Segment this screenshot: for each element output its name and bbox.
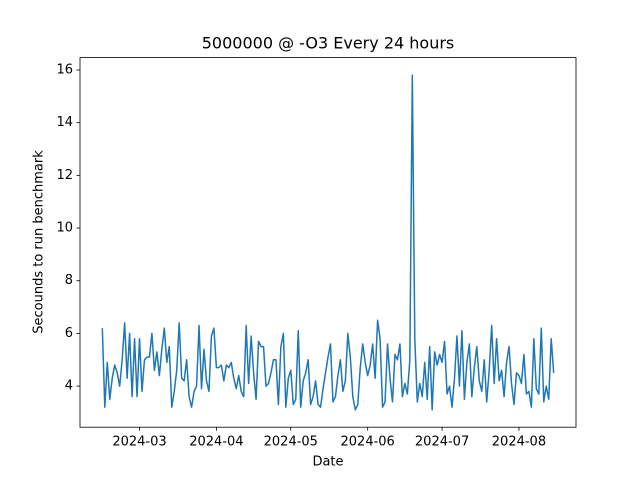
y-tick-label: 16 (56, 62, 73, 77)
y-tick-label: 12 (56, 168, 73, 183)
chart-title: 5000000 @ -O3 Every 24 hours (202, 34, 455, 53)
y-axis-label: Secounds to run benchmark (32, 150, 47, 334)
x-tick-label: 2024-07 (415, 435, 469, 450)
x-tick-label: 2024-04 (189, 435, 243, 450)
plot-frame (79, 57, 577, 428)
y-tick-label: 8 (65, 273, 73, 288)
x-axis-label: Date (312, 455, 343, 470)
data-line (101, 74, 555, 411)
y-tick-label: 14 (56, 115, 73, 130)
x-tick-label: 2024-05 (264, 435, 318, 450)
y-tick-label: 4 (65, 379, 73, 394)
x-tick-label: 2024-03 (112, 435, 166, 450)
y-tick-label: 6 (65, 326, 73, 341)
x-tick-label: 2024-06 (341, 435, 395, 450)
y-tick-label: 10 (56, 221, 73, 236)
x-tick-label: 2024-08 (492, 435, 546, 450)
